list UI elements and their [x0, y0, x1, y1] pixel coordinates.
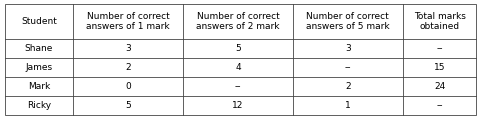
Text: 4: 4 [235, 63, 240, 72]
Text: --: -- [344, 63, 350, 72]
Text: Student: Student [21, 17, 57, 26]
Text: Total marks
obtained: Total marks obtained [413, 12, 465, 31]
Text: 0: 0 [125, 82, 131, 91]
Text: Shane: Shane [24, 44, 53, 53]
Text: Number of correct
answers of 2 mark: Number of correct answers of 2 mark [196, 12, 279, 31]
Text: Ricky: Ricky [27, 101, 51, 110]
Text: 2: 2 [125, 63, 131, 72]
Text: Number of correct
answers of 5 mark: Number of correct answers of 5 mark [305, 12, 389, 31]
Text: James: James [25, 63, 52, 72]
Text: 3: 3 [125, 44, 131, 53]
Text: Number of correct
answers of 1 mark: Number of correct answers of 1 mark [86, 12, 169, 31]
Text: --: -- [435, 44, 442, 53]
Text: 5: 5 [125, 101, 131, 110]
Text: --: -- [234, 82, 240, 91]
Text: 15: 15 [433, 63, 444, 72]
Text: 24: 24 [433, 82, 444, 91]
Text: 2: 2 [344, 82, 350, 91]
Text: 12: 12 [232, 101, 243, 110]
Text: --: -- [435, 101, 442, 110]
Text: 5: 5 [235, 44, 240, 53]
Text: 3: 3 [344, 44, 350, 53]
Text: Mark: Mark [28, 82, 50, 91]
Text: 1: 1 [344, 101, 350, 110]
